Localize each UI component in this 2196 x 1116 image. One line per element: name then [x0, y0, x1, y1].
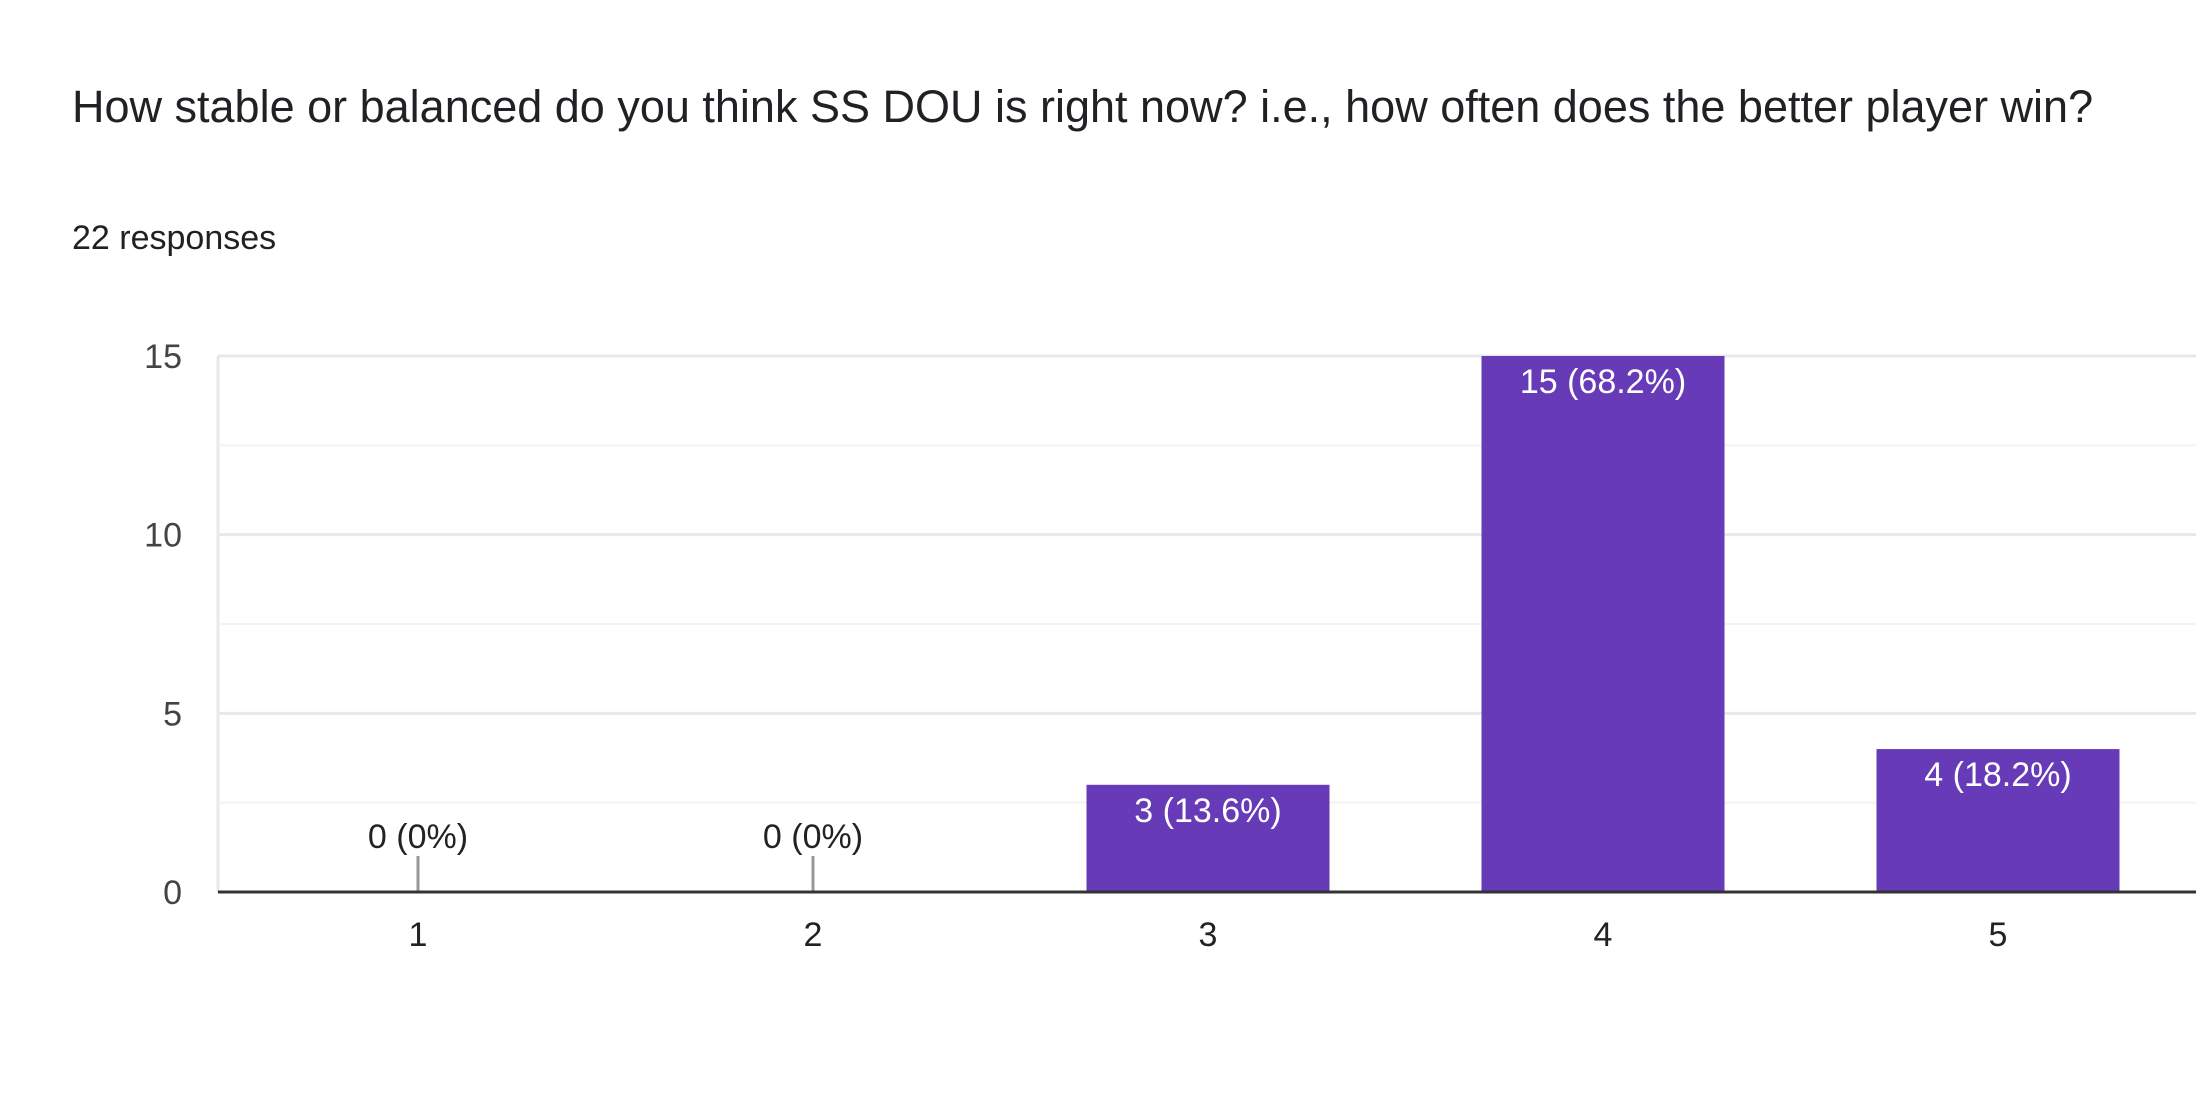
x-tick-label: 5 [1989, 916, 2008, 954]
axis-layer: 0 5 10 15 1 2 3 4 5 [144, 338, 2196, 954]
bar-3 [1086, 784, 1330, 892]
x-tick-label: 2 [804, 916, 823, 954]
question-title: How stable or balanced do you think SS D… [72, 81, 2094, 132]
y-tick-label: 0 [163, 874, 182, 912]
bar-layer [416, 356, 2120, 892]
data-label-1: 0 (0%) [368, 818, 468, 856]
data-label-3: 3 (13.6%) [1134, 792, 1281, 830]
grid-layer [216, 354, 2196, 892]
bar-5 [1876, 749, 2120, 892]
x-tick-label: 3 [1199, 916, 1218, 954]
response-count: 22 responses [72, 219, 277, 257]
label-layer: 0 (0%) 0 (0%) 3 (13.6%) 15 (68.2%) 4 (18.2%) [368, 363, 2072, 856]
data-label-4: 15 (68.2%) [1520, 363, 1686, 401]
data-label-5: 4 (18.2%) [1924, 756, 2071, 794]
y-tick-label: 5 [163, 695, 182, 733]
y-tick-label: 15 [144, 338, 182, 376]
y-tick-label: 10 [144, 517, 182, 555]
x-tick-label: 1 [409, 916, 428, 954]
bar-4 [1481, 356, 1725, 892]
x-tick-label: 4 [1594, 916, 1613, 954]
data-label-2: 0 (0%) [763, 818, 863, 856]
